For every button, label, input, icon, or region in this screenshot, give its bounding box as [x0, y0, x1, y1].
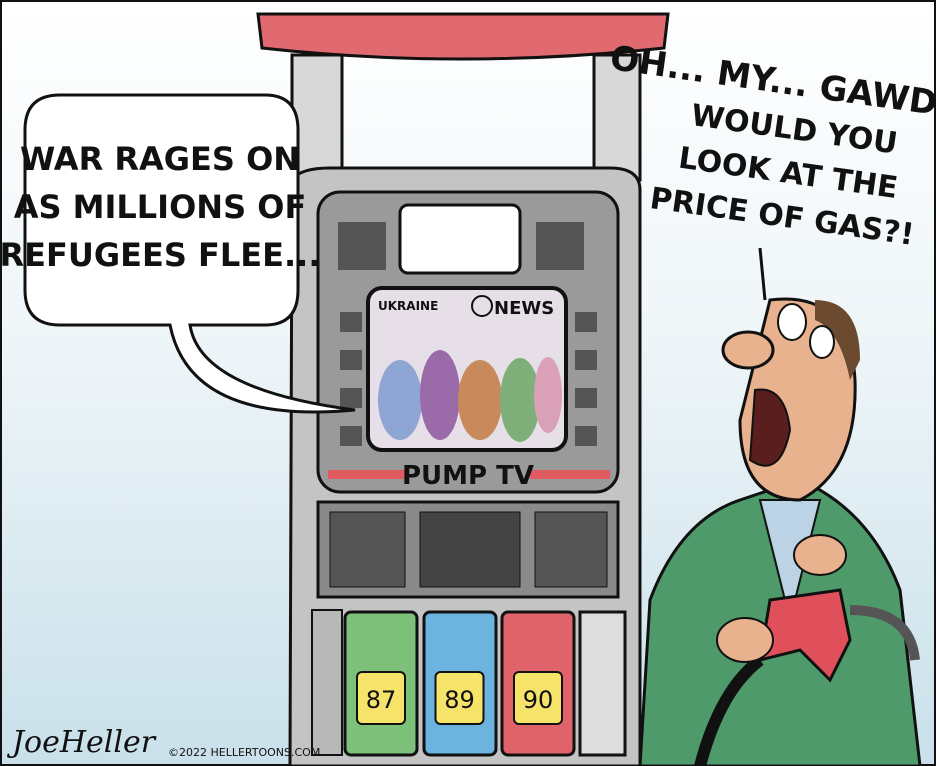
hand [717, 618, 773, 662]
grade-number: 90 [523, 686, 554, 714]
figure [534, 357, 562, 433]
hand [794, 535, 846, 575]
button [340, 312, 362, 332]
keypad [420, 512, 520, 587]
signature-artist: JoeHeller [6, 725, 157, 760]
button [575, 312, 597, 332]
screen-brand: NEWS [494, 298, 554, 319]
icon-strip [312, 610, 342, 755]
card-reader [330, 512, 405, 587]
receipt-slot [535, 512, 607, 587]
grade-number: 89 [444, 686, 475, 714]
speaker-grille [338, 222, 386, 270]
figure [458, 360, 502, 440]
button [340, 388, 362, 408]
page: {"speech_bubble": {"lines": ["WAR RAGES … [0, 0, 936, 766]
bubble-line: AS MILLIONS OF [14, 188, 307, 226]
nose [723, 332, 773, 368]
screen-label: UKRAINE [378, 299, 438, 313]
button [575, 426, 597, 446]
eye [810, 326, 834, 358]
button [340, 426, 362, 446]
figure [378, 360, 422, 440]
grade-number: 87 [366, 686, 397, 714]
canopy [258, 14, 668, 59]
pump-title: PUMP TV [402, 461, 534, 491]
bubble-line: WAR RAGES ON [20, 140, 300, 178]
red-stripe [530, 470, 610, 479]
eye [778, 304, 806, 340]
bubble-line: REFUGEES FLEE... [0, 236, 320, 274]
speaker-grille [536, 222, 584, 270]
cartoon: UKRAINE NEWS PUMP TV 87 89 90 WAR RAGES ON… [0, 0, 936, 766]
signature-credit: ©2022 HELLERTOONS.COM [168, 746, 320, 759]
red-stripe [328, 470, 408, 479]
figure [420, 350, 460, 440]
nozzle-holder [580, 612, 625, 755]
price-display [400, 205, 520, 273]
button [575, 350, 597, 370]
button [340, 350, 362, 370]
button [575, 388, 597, 408]
figure [500, 358, 540, 442]
